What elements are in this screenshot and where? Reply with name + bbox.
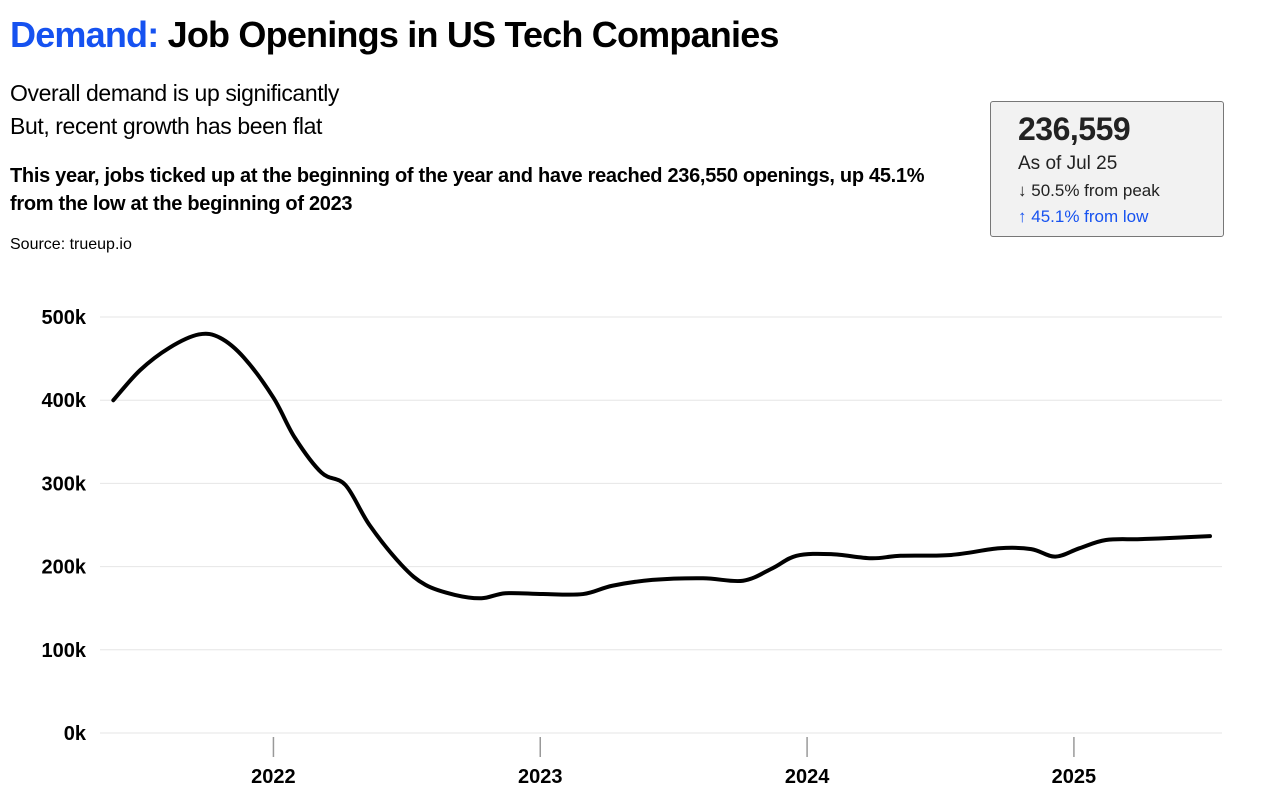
title-accent: Demand: [10,14,159,55]
y-tick-label: 200k [42,557,87,579]
from-low-row: ↑ 45.1% from low [1018,204,1223,230]
from-peak-text: 50.5% from peak [1031,181,1160,200]
up-arrow-icon: ↑ [1018,207,1027,226]
from-peak-row: ↓ 50.5% from peak [1018,178,1223,204]
subtitle-2: But, recent growth has been flat [10,113,322,139]
description: This year, jobs ticked up at the beginni… [10,165,925,215]
y-tick-label: 400k [42,390,87,412]
y-tick-label: 100k [42,640,87,662]
x-tick-label: 2025 [1052,766,1097,788]
y-tick-label: 500k [42,307,87,329]
down-arrow-icon: ↓ [1018,181,1027,200]
as-of-date: As of Jul 25 [1018,153,1118,174]
x-tick-label: 2024 [785,766,830,788]
title-text: Job Openings in US Tech Companies [167,14,780,55]
x-tick-label: 2023 [518,766,563,788]
x-tick-label: 2022 [251,766,296,788]
current-value: 236,559 [1018,111,1131,147]
y-tick-label: 300k [42,473,87,495]
subtitle-1: Overall demand is up significantly [10,80,340,106]
y-tick-label: 0k [64,723,87,745]
source-note: Source: trueup.io [10,236,132,253]
stat-box: 236,559 As of Jul 25 ↓ 50.5% from peak ↑… [990,101,1224,237]
series-line-job-openings [111,331,1212,601]
page-title: Demand: Job Openings in US Tech Companie… [10,14,779,56]
from-low-text: 45.1% from low [1031,207,1149,226]
